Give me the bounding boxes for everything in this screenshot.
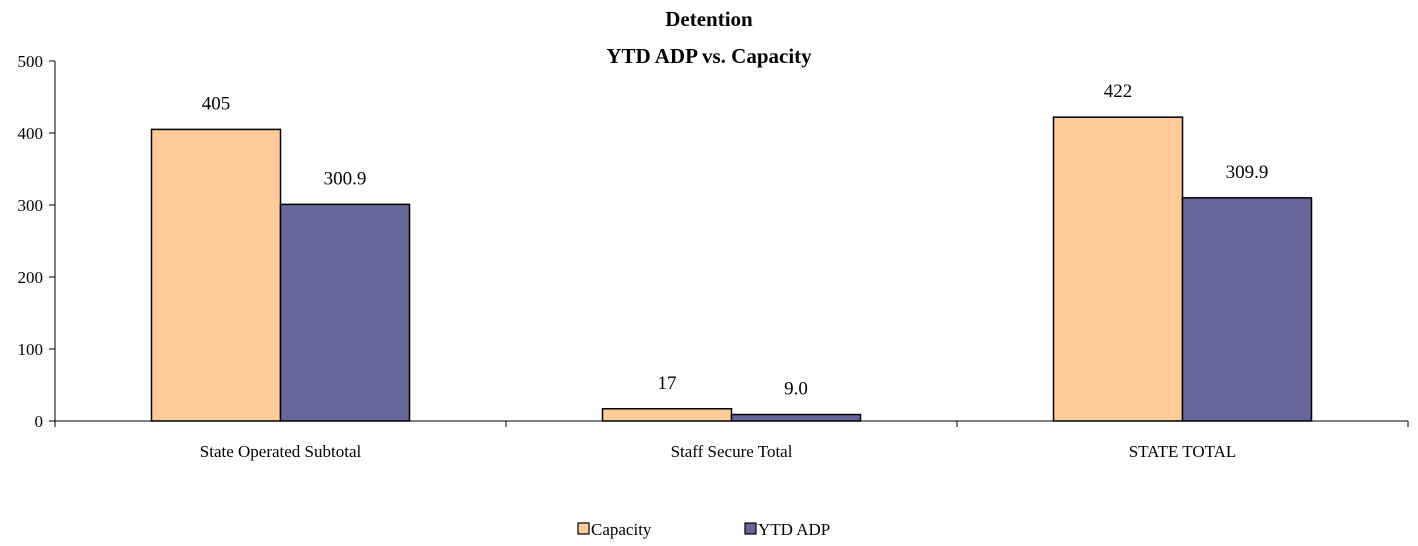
x-category-label: State Operated Subtotal xyxy=(200,442,362,461)
chart-title-line-2: YTD ADP vs. Capacity xyxy=(606,44,812,68)
bar-value-label: 9.0 xyxy=(784,379,808,400)
y-tick-label: 100 xyxy=(18,340,44,359)
bar-ytd-adp xyxy=(730,413,862,422)
x-category-label: STATE TOTAL xyxy=(1129,442,1237,461)
bar-capacity xyxy=(150,128,282,422)
y-tick-label: 300 xyxy=(18,196,44,215)
bar-capacity xyxy=(601,408,733,422)
bar-capacity xyxy=(1052,116,1184,422)
bar-value-label: 422 xyxy=(1104,81,1133,102)
legend-swatch-capacity xyxy=(577,522,590,535)
chart-title-line-1: Detention xyxy=(665,7,753,31)
legend-label-capacity: Capacity xyxy=(591,520,652,539)
y-tick-label: 0 xyxy=(35,412,44,431)
bar-value-label: 405 xyxy=(202,93,231,114)
bar-ytd-adp xyxy=(279,203,411,422)
bar-value-label: 17 xyxy=(658,373,677,394)
y-tick-label: 500 xyxy=(18,52,44,71)
y-tick-label: 200 xyxy=(18,268,44,287)
legend-swatch-ytd-adp xyxy=(744,522,757,535)
legend-label-ytd-adp: YTD ADP xyxy=(758,520,830,539)
bar-ytd-adp xyxy=(1181,197,1313,422)
bar-value-label: 300.9 xyxy=(324,168,367,189)
bar-value-label: 309.9 xyxy=(1226,162,1269,183)
y-tick-label: 400 xyxy=(18,124,44,143)
x-category-label: Staff Secure Total xyxy=(671,442,793,461)
